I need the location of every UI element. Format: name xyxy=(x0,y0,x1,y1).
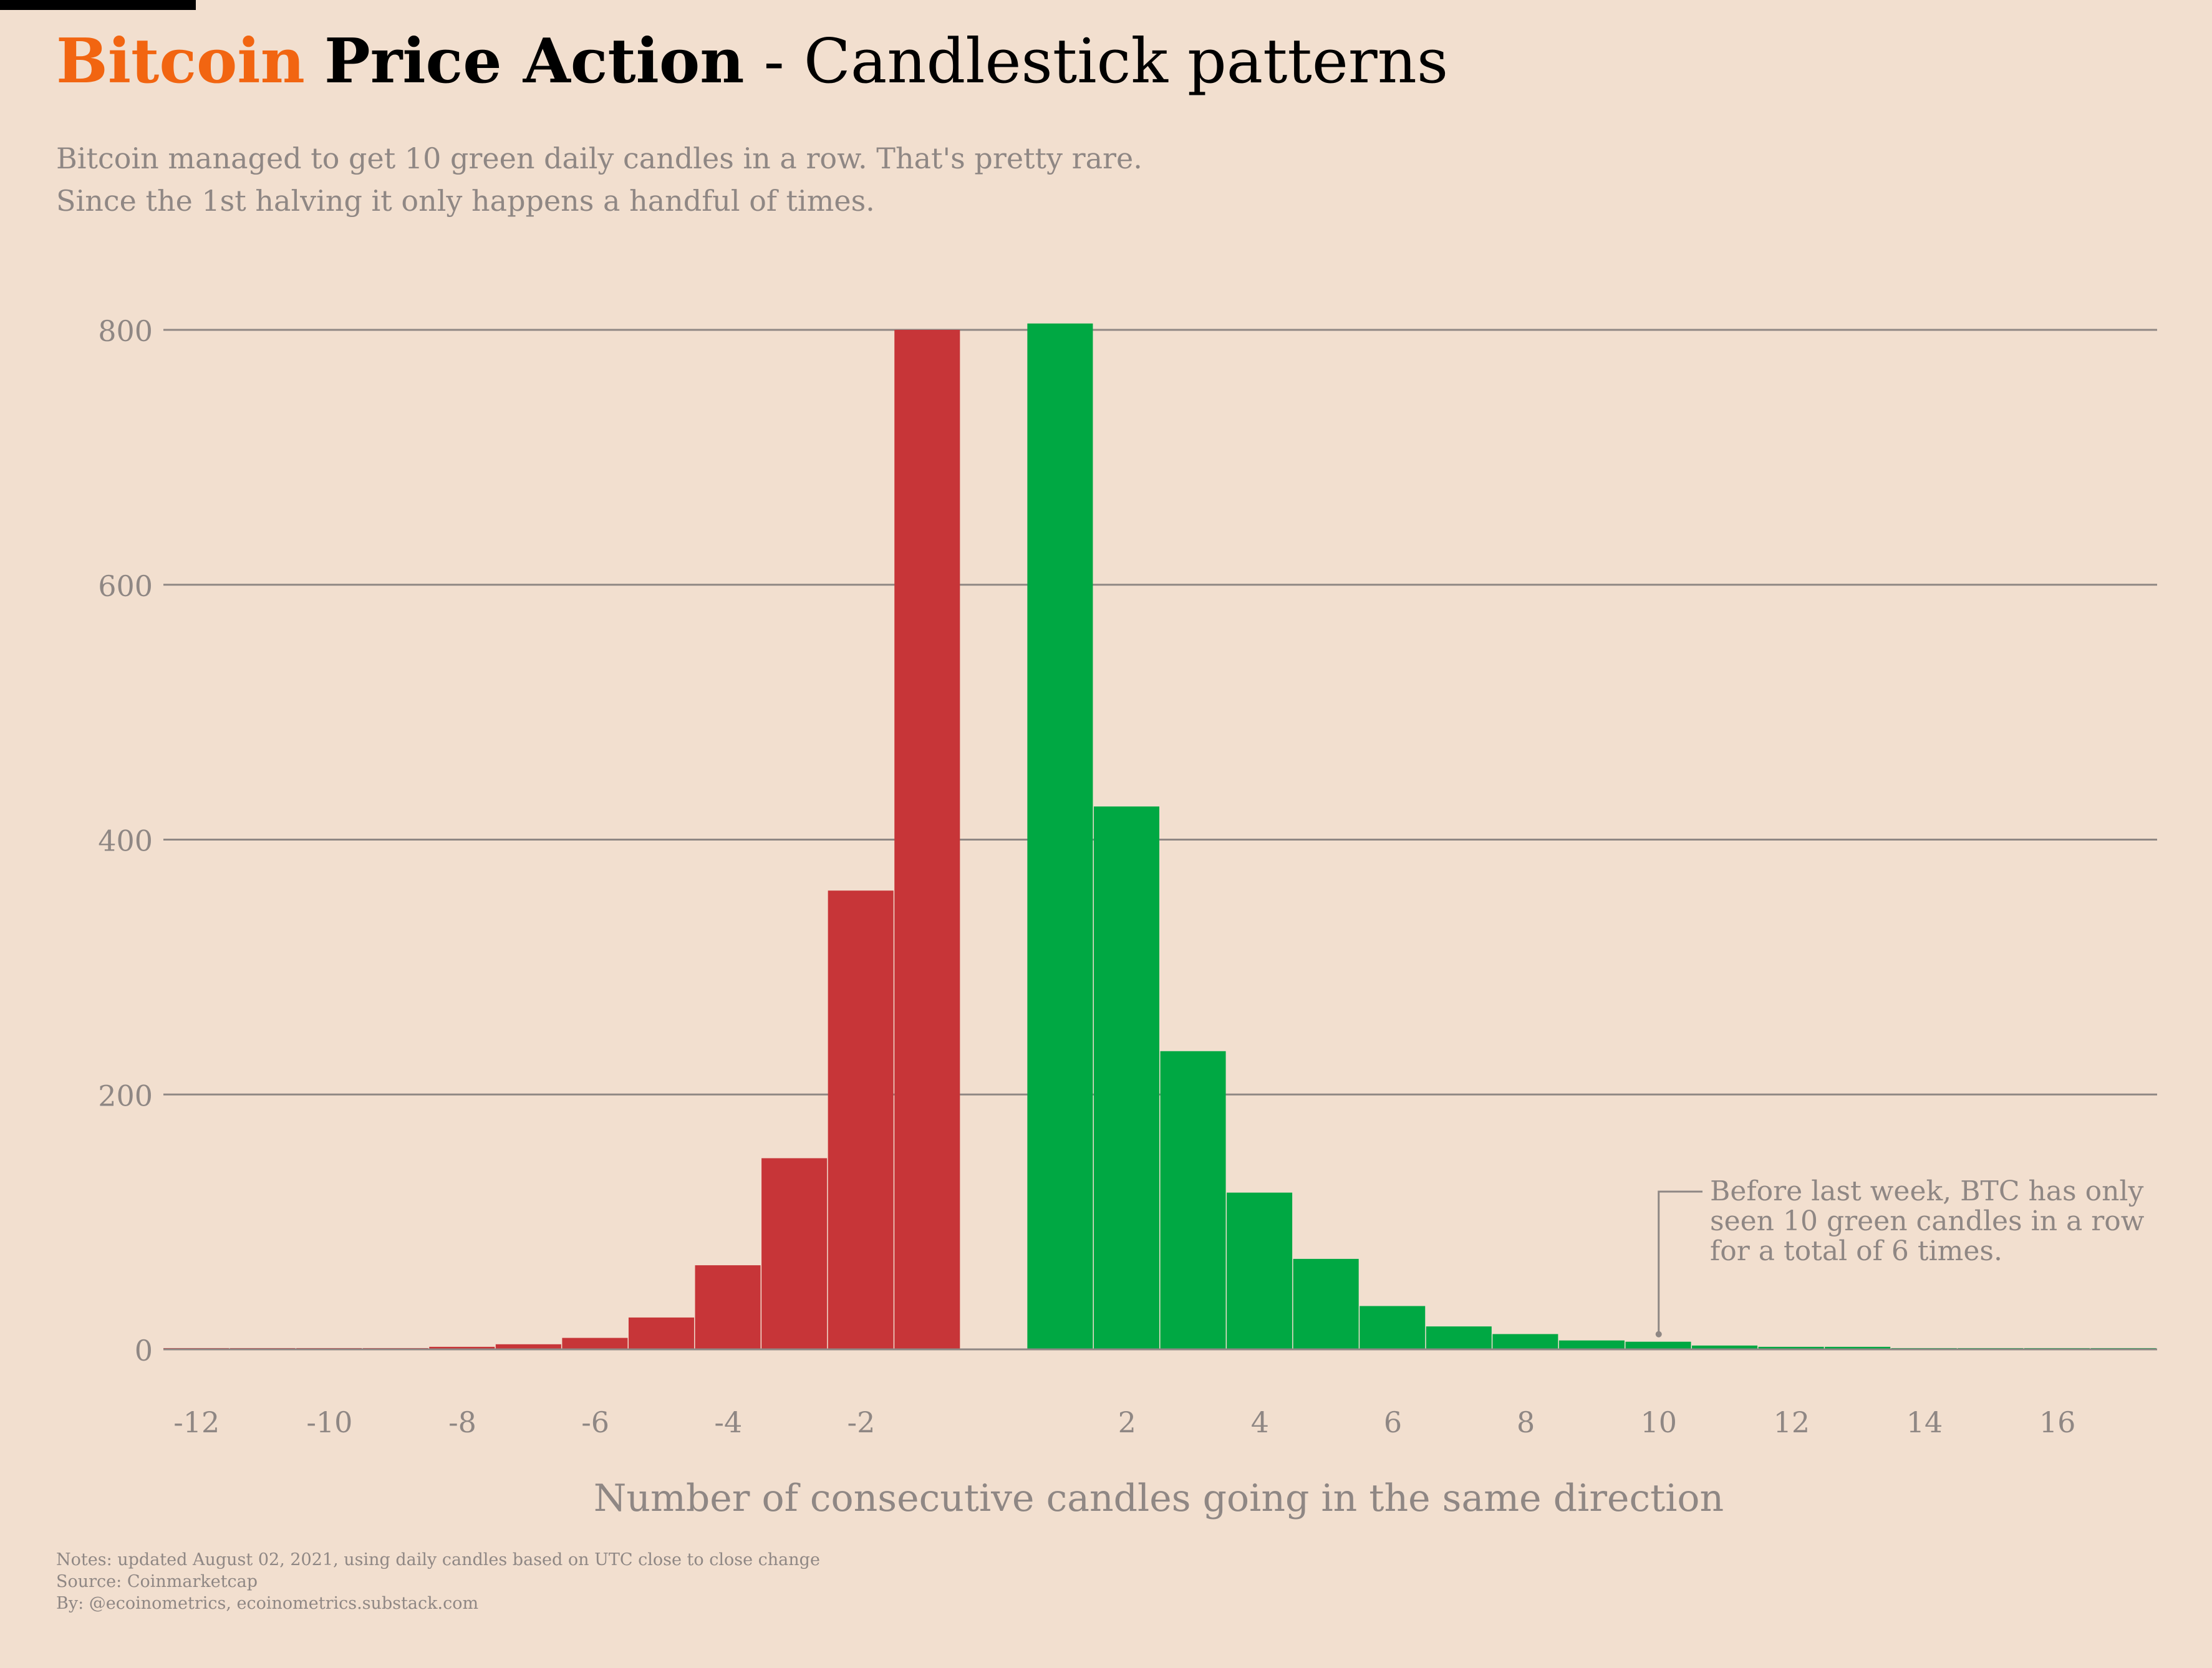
x-tick-label: -10 xyxy=(306,1405,352,1439)
x-tick-label: 12 xyxy=(1774,1405,1810,1439)
footer-notes: Notes: updated August 02, 2021, using da… xyxy=(56,1550,820,1569)
x-tick-label: 10 xyxy=(1640,1405,1677,1439)
x-tick-label: -4 xyxy=(714,1405,742,1439)
bar xyxy=(562,1338,628,1349)
annotation-text-line: seen 10 green candles in a row xyxy=(1710,1205,2145,1237)
y-tick-label: 600 xyxy=(98,569,153,603)
bars-layer xyxy=(163,323,2156,1349)
annotation-text-line: for a total of 6 times. xyxy=(1710,1235,2002,1267)
title-main: Price Action xyxy=(324,26,745,97)
bar xyxy=(695,1265,761,1349)
x-tick-label: 14 xyxy=(1906,1405,1943,1439)
x-tick-label: -8 xyxy=(448,1405,476,1439)
top-accent-bar xyxy=(0,0,196,10)
bar xyxy=(1227,1192,1293,1349)
bar xyxy=(894,330,960,1349)
subtitle-line-1: Bitcoin managed to get 10 green daily ca… xyxy=(56,142,1142,175)
bar xyxy=(1093,806,1159,1349)
bar xyxy=(628,1317,695,1349)
bar xyxy=(1492,1334,1558,1349)
bar xyxy=(1426,1326,1492,1349)
y-tick-label: 200 xyxy=(98,1079,153,1112)
x-tick-label: 8 xyxy=(1517,1405,1535,1439)
grid-layer xyxy=(163,329,2157,1096)
title-rest: - Candlestick patterns xyxy=(763,26,1449,97)
title-brand: Bitcoin xyxy=(56,26,305,97)
bar xyxy=(1825,1346,1891,1349)
x-tick-label: -6 xyxy=(581,1405,609,1439)
x-tick-labels: -12 -10 -8 -6 -4 -2 2 4 6 8 10 12 14 16 xyxy=(173,1405,2075,1439)
bar xyxy=(1558,1340,1625,1349)
y-tick-labels: 0 200 400 600 800 xyxy=(98,314,153,1367)
bar xyxy=(1692,1345,1758,1349)
subtitle: Bitcoin managed to get 10 green daily ca… xyxy=(56,137,1142,222)
footer-source: Source: Coinmarketcap xyxy=(56,1572,258,1591)
footer-byline: By: @ecoinometrics, ecoinometrics.substa… xyxy=(56,1594,479,1613)
y-tick-label: 800 xyxy=(98,314,153,348)
x-tick-label: 6 xyxy=(1384,1405,1402,1439)
x-axis-label: Number of consecutive candles going in t… xyxy=(594,1477,1724,1520)
bar xyxy=(429,1346,495,1349)
bar xyxy=(1758,1346,1824,1349)
bar xyxy=(1625,1341,1691,1349)
annotation-text-line: Before last week, BTC has only xyxy=(1710,1175,2144,1207)
bar xyxy=(1027,323,1093,1349)
x-tick-label: 4 xyxy=(1251,1405,1269,1439)
footer: Notes: updated August 02, 2021, using da… xyxy=(56,1549,820,1614)
y-tick-label: 0 xyxy=(135,1334,153,1367)
x-tick-label: 16 xyxy=(2039,1405,2076,1439)
page-title: Bitcoin Price Action - Candlestick patte… xyxy=(56,25,1448,99)
x-tick-label: -12 xyxy=(173,1405,220,1439)
bar xyxy=(1360,1306,1426,1349)
subtitle-line-2: Since the 1st halving it only happens a … xyxy=(56,184,875,218)
annotation-leader-line xyxy=(1658,1190,1702,1334)
bar xyxy=(828,890,894,1349)
bar xyxy=(1160,1051,1226,1349)
y-tick-label: 400 xyxy=(98,824,153,858)
x-tick-label: 2 xyxy=(1118,1405,1136,1439)
bar xyxy=(761,1158,828,1349)
x-tick-label: -2 xyxy=(848,1405,876,1439)
bar xyxy=(1293,1258,1359,1349)
bar xyxy=(495,1344,561,1349)
